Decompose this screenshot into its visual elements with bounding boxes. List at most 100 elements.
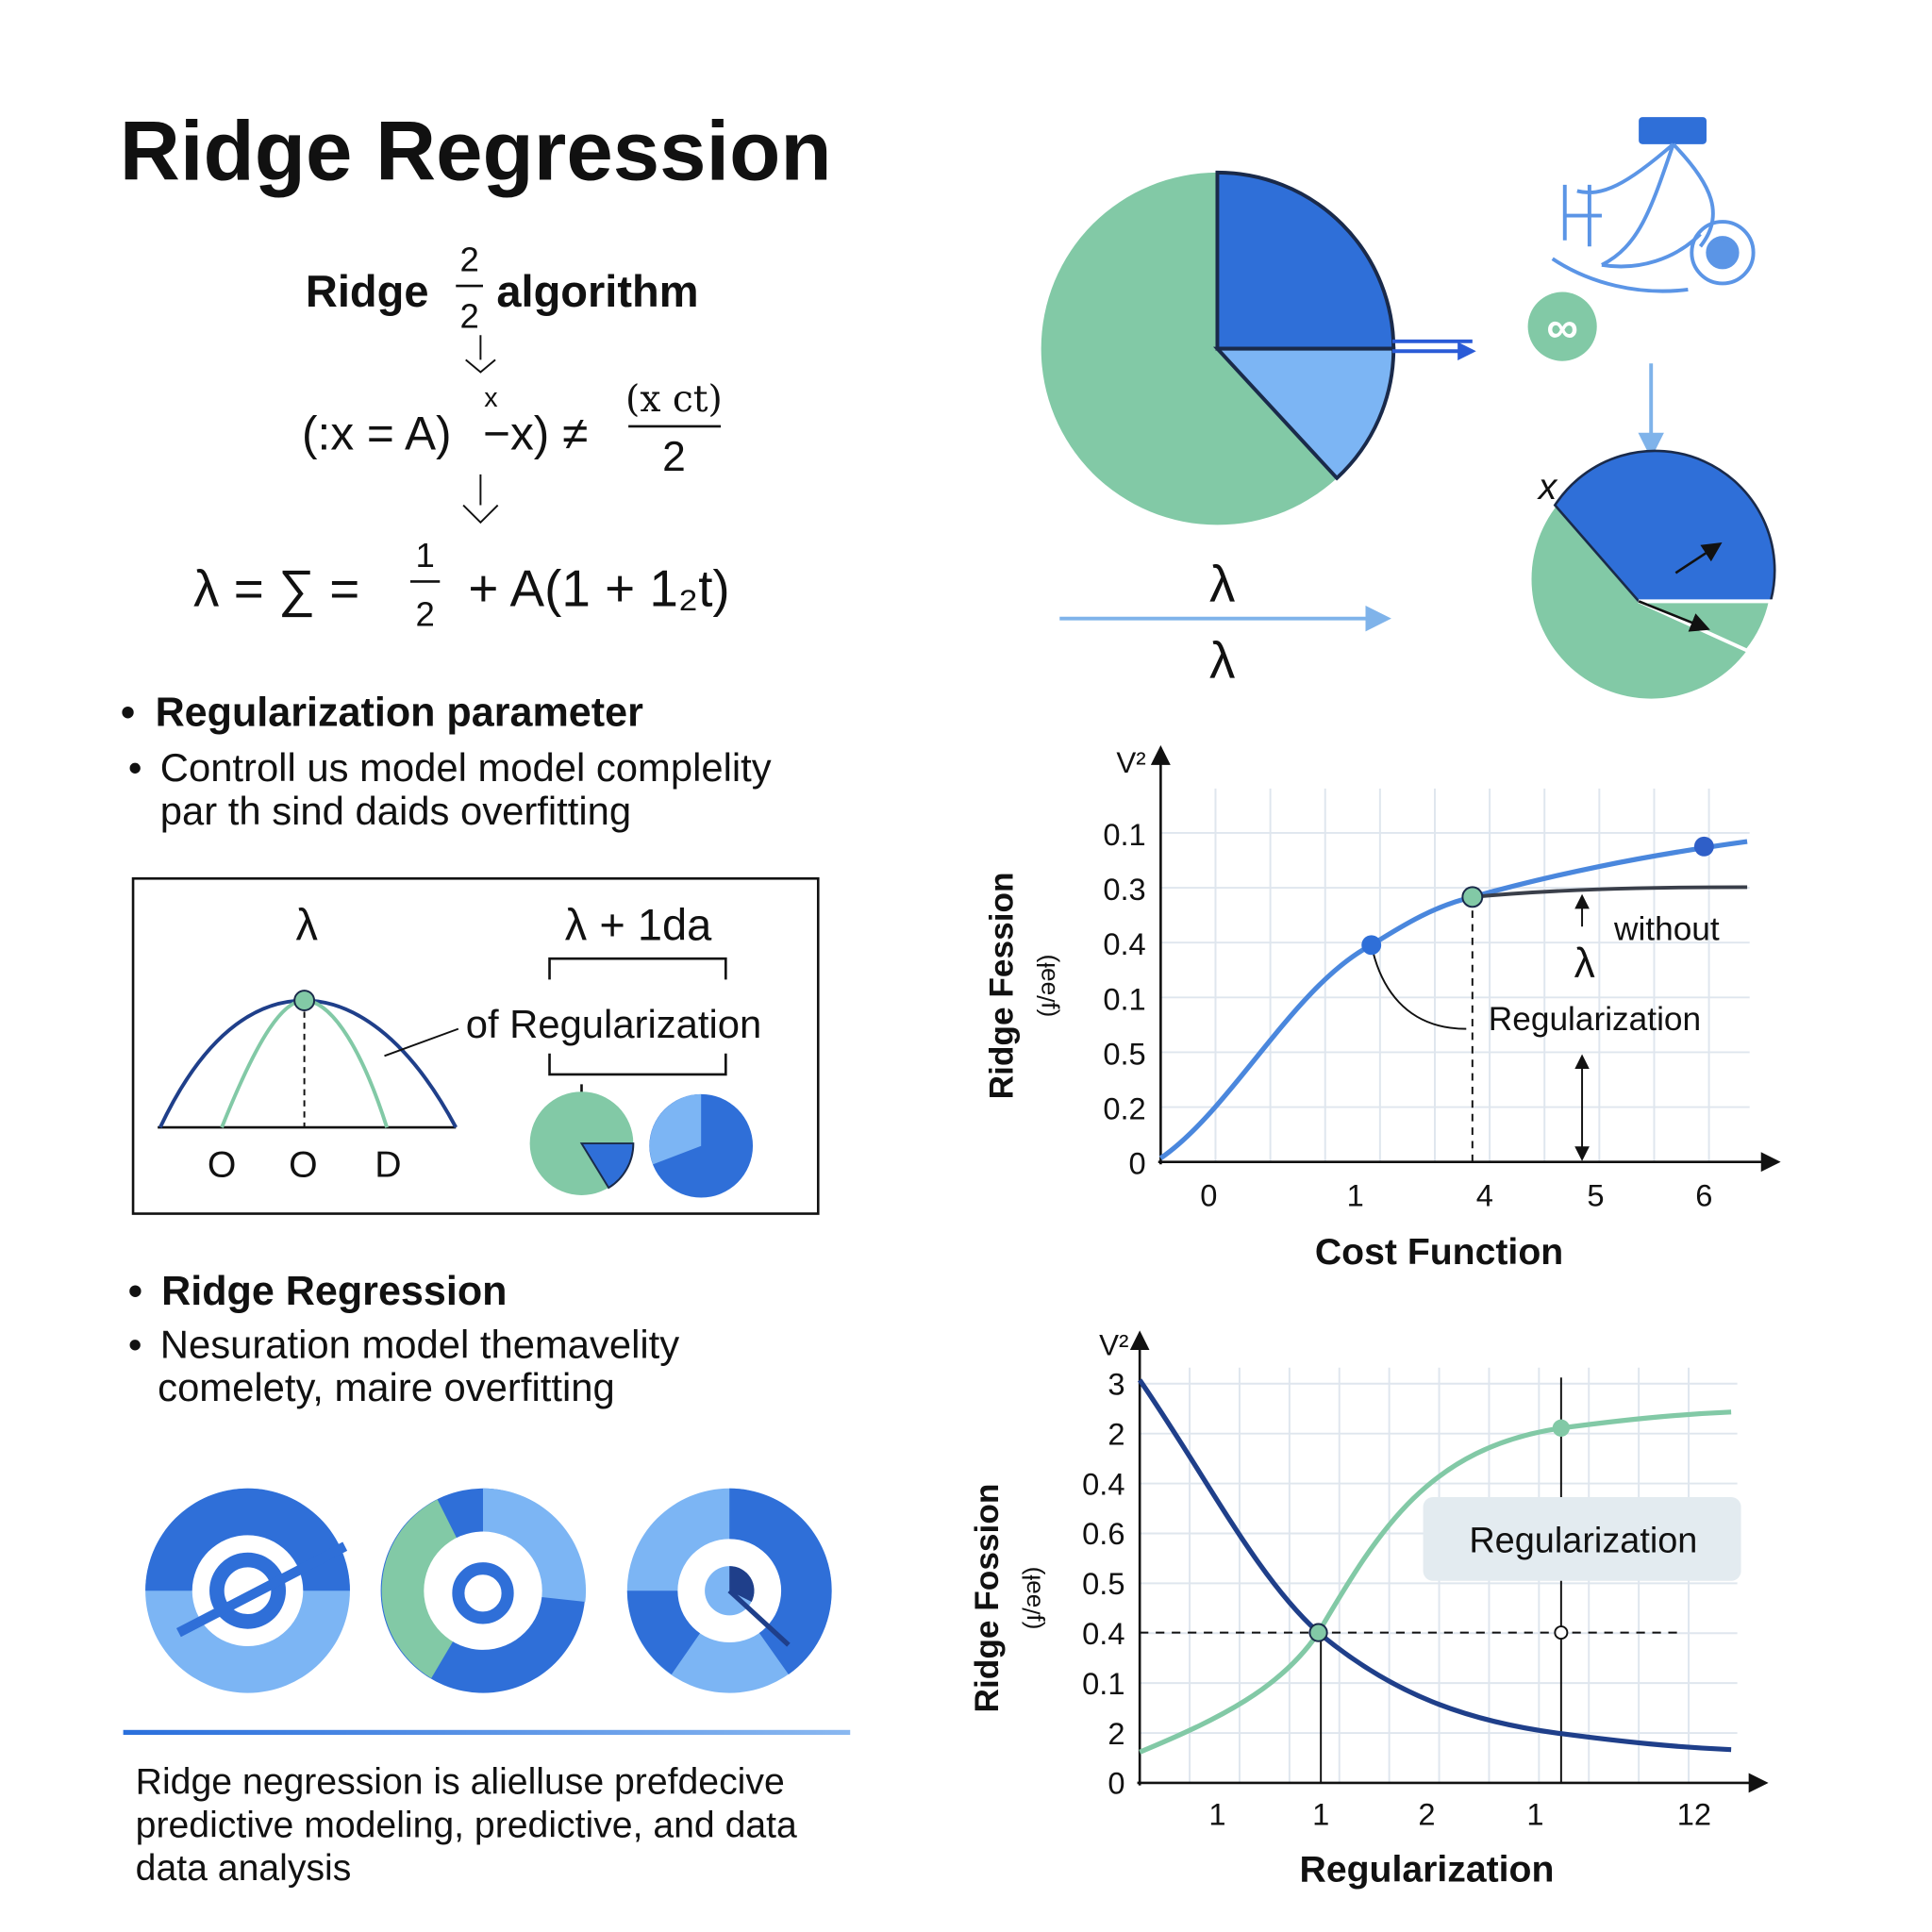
section-heading: Ridge Regression: [161, 1269, 507, 1314]
x-tick-label: 1: [1312, 1796, 1329, 1831]
point: [1554, 1625, 1569, 1641]
y-top-label: V²: [1099, 1329, 1128, 1362]
curve: [1472, 885, 1748, 899]
pie-slice: [1553, 449, 1776, 603]
pie-diagram: λ λ ∞ x: [1041, 117, 1776, 699]
x-tick-label: 2: [1418, 1796, 1435, 1831]
x-tick-label: 5: [1587, 1178, 1604, 1213]
y-tick-label: 0: [1129, 1146, 1146, 1181]
donut-hole: [424, 1531, 542, 1650]
box-label: Regularization: [1469, 1522, 1697, 1561]
leader: [384, 1027, 459, 1058]
annotation: without: [1613, 911, 1720, 948]
x-tick-label: 4: [1476, 1178, 1493, 1213]
y-tick-label: 0: [1108, 1766, 1124, 1801]
point: [1361, 935, 1382, 956]
y-tick-label: 0.4: [1082, 1616, 1124, 1651]
arrow: [1391, 341, 1473, 351]
y-axis-label: Ridge Fession: [984, 872, 1021, 1099]
point: [1552, 1419, 1570, 1437]
annotation: Regularization: [1489, 1001, 1701, 1038]
lambda-label: λ: [1209, 554, 1235, 612]
donut-hole: [192, 1535, 304, 1646]
y-tick-label: 0.5: [1103, 1036, 1145, 1071]
icon-symbol: ∞: [1546, 302, 1578, 352]
formula-text: −x) ≠: [483, 408, 588, 460]
section-heading: Regularization parameter: [156, 690, 644, 735]
x-tick-label: 0: [1200, 1178, 1217, 1213]
donut-needle: [727, 1589, 791, 1647]
curve: [1158, 839, 1748, 1160]
curve: [1138, 1378, 1732, 1753]
arrow: [1638, 600, 1710, 632]
comparison-box: λ λ + 1da of Regularization O O D: [131, 876, 820, 1215]
x-tick-label: 6: [1695, 1178, 1712, 1213]
peak: [293, 990, 316, 1011]
y-tick-label: 0.4: [1103, 926, 1145, 961]
axis-label: O: [289, 1144, 317, 1185]
footer-text: predictive modeling, predictive, and dat…: [136, 1805, 797, 1845]
y-tick-label: 2: [1108, 1416, 1124, 1451]
x-tick-label: 1: [1208, 1796, 1225, 1831]
curve: [1139, 1409, 1732, 1755]
y-tick-label: 0.6: [1082, 1516, 1124, 1551]
formula-text: x: [484, 383, 498, 413]
bullet: •: [128, 1269, 142, 1314]
box-label: λ: [295, 900, 318, 950]
y-tick-label: 0.3: [1103, 872, 1145, 907]
leader: [1370, 944, 1467, 1030]
y-tick-label: 0.5: [1082, 1566, 1124, 1601]
x-tick-label: 1: [1347, 1178, 1364, 1213]
formula-text: λ = ∑ =: [193, 559, 359, 618]
donut-needle: [175, 1541, 348, 1638]
y-axis-label: Ridge Fossion: [969, 1484, 1006, 1713]
arrow: [462, 474, 499, 525]
footer-text: Ridge negression is alielluse prefdecive: [136, 1762, 785, 1803]
x-axis-label: Regularization: [1300, 1849, 1555, 1890]
bullet: •: [128, 745, 142, 790]
y-tick-label: 2: [1108, 1716, 1124, 1751]
formula-text: 2: [459, 240, 478, 278]
box-note: of Regularization: [466, 1002, 762, 1046]
bullet: •: [121, 690, 135, 735]
grid: [1159, 788, 1750, 1163]
arrow: [1674, 542, 1723, 575]
point: [1308, 1623, 1328, 1642]
point: [1461, 886, 1484, 908]
pie-slice: [1212, 346, 1396, 481]
formula-text: 2: [415, 595, 434, 634]
donut-ring: [452, 1562, 514, 1624]
formula-text: algorithm: [496, 266, 698, 316]
title: Ridge Regression: [120, 105, 832, 198]
formula-text: Ridge: [306, 266, 429, 316]
bullet-text: Nesuration model themavelity: [160, 1322, 679, 1366]
arrow: [465, 335, 496, 374]
axis-label: O: [208, 1144, 236, 1185]
robot-icon: [1551, 117, 1756, 293]
formula-text: 2: [459, 296, 478, 335]
x-axis-label: Cost Function: [1315, 1232, 1563, 1273]
formula-text: + A(1 + 1₂t): [468, 559, 729, 618]
footer-text: data analysis: [136, 1848, 352, 1889]
donut-part: [729, 1488, 832, 1675]
pie-slice: [579, 1142, 635, 1190]
lambda-label: λ: [1209, 630, 1235, 689]
icon-badge: [1527, 291, 1597, 361]
y-tick-label: 3: [1108, 1367, 1124, 1402]
formula-text: 2: [662, 434, 686, 480]
pie-slice: [1215, 170, 1396, 351]
y-tick-label: 0.1: [1103, 817, 1145, 852]
y-axis-sublabel: (ɟ/əəƚ): [1017, 1567, 1045, 1630]
bullet: •: [128, 1322, 142, 1366]
box-frame: [131, 876, 820, 1215]
axis-label: D: [375, 1144, 401, 1185]
y-tick-label: 0.2: [1103, 1091, 1145, 1126]
formula: Ridge 2 2 algorithm (:x = A) x −x) ≠ (x …: [193, 240, 730, 633]
y-top-label: V²: [1116, 746, 1145, 779]
formula-text: (x ct): [625, 378, 723, 421]
annotation: λ: [1574, 941, 1595, 987]
box-label: λ + 1da: [565, 900, 712, 950]
point: [1693, 836, 1714, 857]
chart-cost-function: V² Ridge Fession (ɟ/ǝəƚ) Cost Function w…: [984, 744, 1781, 1273]
